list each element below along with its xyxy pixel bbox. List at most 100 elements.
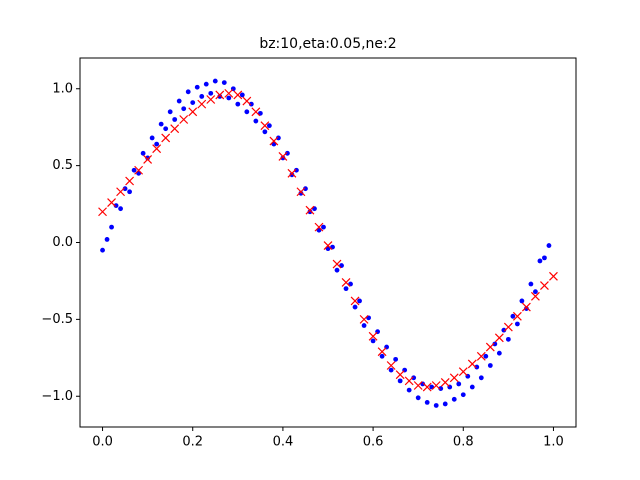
point: [289, 172, 295, 178]
x-marker: [170, 124, 180, 134]
point: [149, 135, 155, 141]
point: [303, 186, 308, 192]
point: [280, 155, 286, 161]
point: [546, 243, 552, 248]
x-marker: [440, 377, 450, 387]
point: [154, 141, 160, 147]
point: [208, 90, 214, 96]
point: [176, 98, 182, 104]
x-tick-label: 0.4: [273, 435, 294, 450]
point: [185, 89, 191, 95]
point: [244, 109, 250, 115]
x-marker: [116, 187, 126, 197]
point: [163, 126, 169, 132]
y-tick-label: 0.0: [52, 235, 73, 250]
x-marker: [422, 382, 432, 392]
x-marker: [233, 90, 243, 100]
point: [158, 121, 164, 127]
point: [496, 350, 502, 356]
point: [285, 150, 290, 156]
x-marker: [476, 351, 486, 361]
x-marker: [206, 95, 216, 104]
point: [501, 327, 507, 333]
x-marker: [143, 155, 153, 164]
point: [352, 304, 358, 310]
x-marker: [287, 168, 297, 178]
point: [478, 375, 484, 381]
point: [451, 396, 457, 402]
point: [190, 100, 196, 105]
x-marker: [458, 367, 468, 377]
point: [505, 336, 511, 342]
x-marker: [386, 361, 396, 370]
point: [113, 203, 119, 209]
point: [248, 101, 254, 107]
x-marker: [494, 333, 504, 343]
point: [397, 378, 403, 384]
point: [172, 117, 178, 122]
point: [519, 298, 525, 304]
x-tick-label: 1.0: [543, 435, 564, 450]
x-marker: [161, 133, 171, 143]
x-marker: [125, 176, 135, 186]
y-tick-label: 1.0: [52, 81, 73, 96]
point: [388, 367, 394, 373]
x-marker: [449, 373, 459, 383]
point: [456, 381, 462, 387]
y-tick-label: −0.5: [41, 312, 73, 327]
point: [262, 129, 268, 135]
x-marker: [197, 99, 207, 109]
point: [469, 384, 475, 390]
point: [460, 392, 466, 398]
x-marker: [512, 311, 522, 321]
x-marker: [269, 136, 279, 146]
point: [334, 267, 340, 273]
point: [217, 94, 223, 99]
x-marker: [278, 151, 288, 161]
point: [393, 356, 399, 362]
point: [140, 150, 146, 156]
x-marker: [549, 271, 558, 281]
x-marker: [152, 144, 162, 154]
x-marker: [341, 278, 351, 287]
x-marker: [260, 121, 270, 131]
x-marker: [431, 381, 441, 390]
point: [194, 84, 200, 90]
point: [542, 255, 547, 261]
x-marker: [134, 165, 144, 175]
x-marker: [107, 198, 116, 207]
x-marker: [179, 115, 189, 124]
point: [492, 341, 498, 347]
point: [474, 364, 480, 370]
y-tick-label: −1.0: [41, 389, 73, 404]
point: [221, 80, 227, 85]
point: [307, 209, 313, 215]
point: [343, 286, 349, 292]
point: [181, 106, 187, 112]
x-marker: [98, 207, 107, 217]
point: [266, 123, 272, 129]
x-marker: [332, 259, 342, 269]
x-marker: [404, 376, 414, 386]
x-marker: [215, 90, 225, 100]
x-marker: [377, 347, 387, 357]
point: [514, 321, 520, 327]
point: [415, 395, 421, 401]
x-marker: [188, 107, 198, 117]
point: [438, 386, 444, 391]
plot-frame: [79, 57, 577, 428]
point: [533, 289, 538, 295]
x-marker: [323, 241, 333, 250]
point: [226, 95, 232, 101]
x-marker: [251, 107, 261, 117]
x-marker: [540, 281, 549, 290]
point: [212, 78, 218, 84]
chart-title: bz:10,eta:0.05,ne:2: [259, 36, 396, 52]
point: [357, 298, 362, 304]
point: [483, 353, 489, 359]
point: [127, 189, 132, 195]
x-marker: [467, 359, 477, 369]
point: [406, 387, 412, 393]
x-marker: [413, 381, 423, 390]
